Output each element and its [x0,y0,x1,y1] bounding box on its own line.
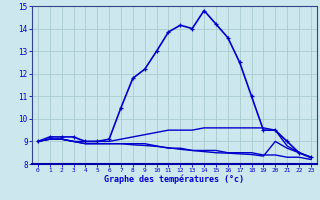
X-axis label: Graphe des températures (°c): Graphe des températures (°c) [104,175,244,184]
